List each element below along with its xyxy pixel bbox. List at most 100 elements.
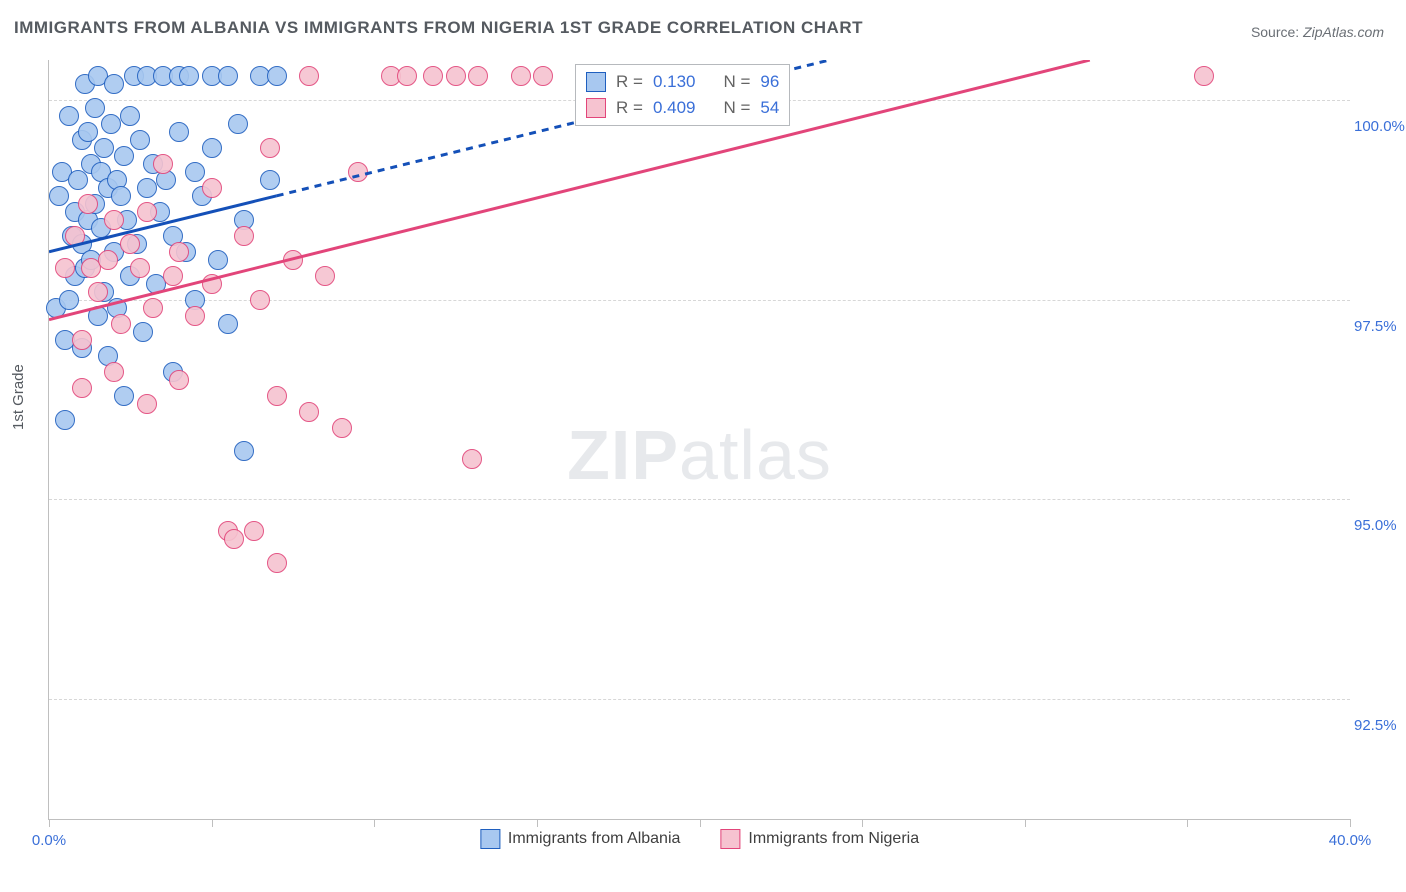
chart-title: IMMIGRANTS FROM ALBANIA VS IMMIGRANTS FR…	[14, 18, 863, 38]
stat-value-r: 0.409	[653, 95, 696, 121]
x-tick-mark	[1025, 819, 1026, 827]
stat-label-n: N =	[723, 95, 750, 121]
scatter-point	[267, 553, 287, 573]
y-tick-label: 97.5%	[1354, 318, 1406, 335]
y-tick-label: 100.0%	[1354, 118, 1406, 135]
x-tick-label: 0.0%	[32, 832, 66, 849]
legend-bottom: Immigrants from Albania Immigrants from N…	[480, 829, 919, 849]
y-tick-label: 95.0%	[1354, 517, 1406, 534]
scatter-point	[169, 242, 189, 262]
scatter-point	[111, 314, 131, 334]
scatter-point	[120, 234, 140, 254]
scatter-point	[224, 529, 244, 549]
scatter-point	[120, 106, 140, 126]
legend-swatch	[586, 98, 606, 118]
source-prefix: Source:	[1251, 24, 1303, 40]
scatter-point	[68, 170, 88, 190]
scatter-point	[260, 138, 280, 158]
stat-label-r: R =	[616, 95, 643, 121]
scatter-point	[244, 521, 264, 541]
stat-value-n: 54	[760, 95, 779, 121]
scatter-point	[299, 402, 319, 422]
scatter-point	[153, 154, 173, 174]
y-tick-label: 92.5%	[1354, 717, 1406, 734]
scatter-point	[202, 178, 222, 198]
scatter-point	[114, 386, 134, 406]
scatter-point	[49, 186, 69, 206]
scatter-point	[72, 378, 92, 398]
scatter-point	[94, 138, 114, 158]
scatter-point	[511, 66, 531, 86]
scatter-point	[59, 290, 79, 310]
scatter-point	[234, 226, 254, 246]
scatter-point	[137, 178, 157, 198]
scatter-point	[267, 386, 287, 406]
source-name: ZipAtlas.com	[1303, 24, 1384, 40]
stat-value-n: 96	[760, 69, 779, 95]
scatter-point	[169, 370, 189, 390]
scatter-point	[348, 162, 368, 182]
scatter-point	[72, 330, 92, 350]
scatter-point	[234, 441, 254, 461]
correlation-stats-box: R = 0.130 N = 96 R = 0.409 N = 54	[575, 64, 790, 126]
scatter-point	[55, 410, 75, 430]
x-tick-mark	[1187, 819, 1188, 827]
scatter-point	[104, 210, 124, 230]
stats-row: R = 0.130 N = 96	[586, 69, 779, 95]
scatter-point	[85, 98, 105, 118]
scatter-point	[208, 250, 228, 270]
scatter-point	[299, 66, 319, 86]
scatter-point	[283, 250, 303, 270]
gridline-horizontal	[49, 300, 1350, 301]
scatter-point	[163, 266, 183, 286]
scatter-point	[88, 282, 108, 302]
chart-plot-area: ZIPatlas 92.5%95.0%97.5%100.0%0.0%40.0% …	[48, 60, 1350, 820]
scatter-point	[315, 266, 335, 286]
scatter-point	[111, 186, 131, 206]
scatter-point	[65, 226, 85, 246]
scatter-point	[78, 122, 98, 142]
stat-value-r: 0.130	[653, 69, 696, 95]
legend-item: Immigrants from Nigeria	[720, 829, 919, 849]
scatter-point	[104, 362, 124, 382]
scatter-point	[202, 274, 222, 294]
scatter-point	[397, 66, 417, 86]
scatter-point	[228, 114, 248, 134]
scatter-point	[137, 394, 157, 414]
scatter-point	[101, 114, 121, 134]
legend-swatch	[586, 72, 606, 92]
legend-swatch	[720, 829, 740, 849]
stat-label-r: R =	[616, 69, 643, 95]
scatter-point	[130, 258, 150, 278]
scatter-point	[104, 74, 124, 94]
scatter-point	[250, 290, 270, 310]
y-axis-label: 1st Grade	[10, 364, 27, 430]
gridline-horizontal	[49, 699, 1350, 700]
scatter-point	[1194, 66, 1214, 86]
legend-label: Immigrants from Albania	[508, 830, 681, 848]
scatter-point	[59, 106, 79, 126]
x-tick-label: 40.0%	[1329, 832, 1372, 849]
x-tick-mark	[374, 819, 375, 827]
scatter-point	[169, 122, 189, 142]
stat-label-n: N =	[723, 69, 750, 95]
scatter-point	[133, 322, 153, 342]
scatter-point	[130, 130, 150, 150]
scatter-point	[202, 138, 222, 158]
scatter-point	[98, 250, 118, 270]
scatter-point	[179, 66, 199, 86]
legend-label: Immigrants from Nigeria	[748, 830, 919, 848]
source-attribution: Source: ZipAtlas.com	[1251, 24, 1384, 40]
legend-swatch	[480, 829, 500, 849]
scatter-point	[446, 66, 466, 86]
scatter-point	[423, 66, 443, 86]
legend-item: Immigrants from Albania	[480, 829, 681, 849]
x-tick-mark	[212, 819, 213, 827]
scatter-point	[55, 258, 75, 278]
scatter-point	[533, 66, 553, 86]
scatter-point	[468, 66, 488, 86]
scatter-point	[143, 298, 163, 318]
scatter-point	[260, 170, 280, 190]
x-tick-mark	[862, 819, 863, 827]
x-tick-mark	[1350, 819, 1351, 827]
